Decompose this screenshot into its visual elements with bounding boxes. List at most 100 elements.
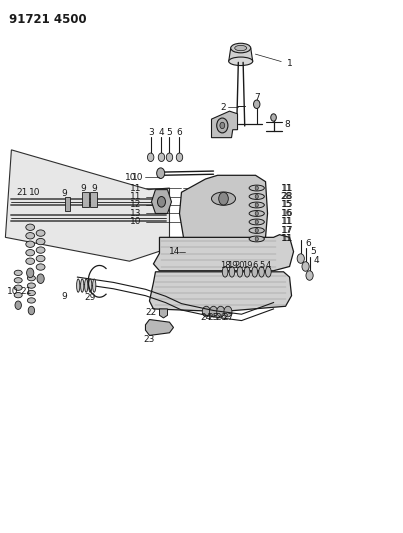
Text: 25: 25 [208,313,219,322]
Text: 10: 10 [29,188,40,197]
Circle shape [253,100,260,109]
Text: 11: 11 [281,235,292,244]
Circle shape [255,220,258,224]
Polygon shape [145,319,173,335]
Text: 24: 24 [201,313,212,322]
Text: 28: 28 [281,192,292,201]
Text: 19: 19 [242,262,252,270]
Polygon shape [154,235,293,271]
Ellipse shape [252,266,258,277]
Text: 11: 11 [282,235,293,244]
Circle shape [27,268,34,278]
Text: 11: 11 [130,192,141,201]
Ellipse shape [249,185,264,191]
Circle shape [219,192,229,205]
Text: 11: 11 [281,183,292,192]
Circle shape [158,197,166,207]
Ellipse shape [237,266,243,277]
Ellipse shape [222,266,228,277]
Text: 10: 10 [132,173,143,182]
Text: 5: 5 [259,262,264,270]
Bar [90,192,97,207]
Text: 26: 26 [215,313,226,322]
Polygon shape [152,190,172,214]
Ellipse shape [249,236,264,242]
Bar [64,197,70,211]
Ellipse shape [249,219,264,225]
Text: 4: 4 [266,262,271,270]
Circle shape [220,122,225,128]
Ellipse shape [81,279,84,292]
Ellipse shape [14,285,22,290]
Text: 16: 16 [281,209,292,218]
Circle shape [37,274,44,284]
Text: 9: 9 [91,183,97,192]
Ellipse shape [249,211,264,216]
Ellipse shape [93,279,96,292]
Polygon shape [150,272,291,312]
Text: 15: 15 [282,200,293,209]
Polygon shape [212,111,237,138]
Text: 10: 10 [125,173,136,182]
Ellipse shape [77,279,80,292]
Text: 23: 23 [143,335,154,344]
Circle shape [217,306,225,317]
Circle shape [255,237,258,241]
Text: 7: 7 [255,93,260,102]
Text: 29: 29 [85,293,96,302]
Text: 18: 18 [220,262,231,270]
Text: 10: 10 [130,217,141,227]
Ellipse shape [229,57,253,66]
Ellipse shape [259,266,264,277]
Polygon shape [5,150,170,261]
Text: 8: 8 [285,120,291,129]
Ellipse shape [26,249,35,256]
Text: 3: 3 [148,128,154,137]
Ellipse shape [89,279,92,292]
Text: 9: 9 [62,189,67,198]
Ellipse shape [14,278,22,283]
Ellipse shape [36,264,45,270]
Text: 11: 11 [130,183,141,192]
Circle shape [202,306,210,317]
Ellipse shape [249,193,264,199]
Ellipse shape [249,202,264,208]
Text: 11: 11 [282,183,293,192]
Ellipse shape [27,276,35,281]
Ellipse shape [36,238,45,245]
Ellipse shape [266,266,271,277]
Circle shape [255,195,258,199]
Text: 6: 6 [305,239,311,248]
Circle shape [297,254,304,263]
Text: 14: 14 [168,247,180,256]
Text: 4: 4 [314,256,320,265]
Circle shape [255,203,258,207]
Text: 9: 9 [62,292,67,301]
Circle shape [28,306,35,315]
Ellipse shape [26,224,35,230]
Circle shape [306,271,313,280]
Text: 17: 17 [282,226,293,235]
Circle shape [176,153,183,161]
Bar [82,192,89,207]
Ellipse shape [36,230,45,236]
Text: 12: 12 [130,200,141,209]
Circle shape [210,306,218,317]
Text: 13: 13 [130,209,141,218]
Ellipse shape [231,43,251,53]
Ellipse shape [85,279,88,292]
Polygon shape [179,175,268,237]
Text: 22: 22 [145,308,157,317]
Circle shape [166,153,172,161]
Circle shape [158,153,165,161]
Circle shape [224,306,232,317]
Ellipse shape [235,45,247,51]
Text: 6: 6 [177,128,183,137]
Text: 16: 16 [282,209,293,218]
Text: 9: 9 [81,183,86,192]
Text: 2: 2 [221,103,226,112]
Text: 21: 21 [17,188,28,197]
Text: 5: 5 [166,128,172,137]
Ellipse shape [36,255,45,262]
Text: 19: 19 [226,262,237,270]
